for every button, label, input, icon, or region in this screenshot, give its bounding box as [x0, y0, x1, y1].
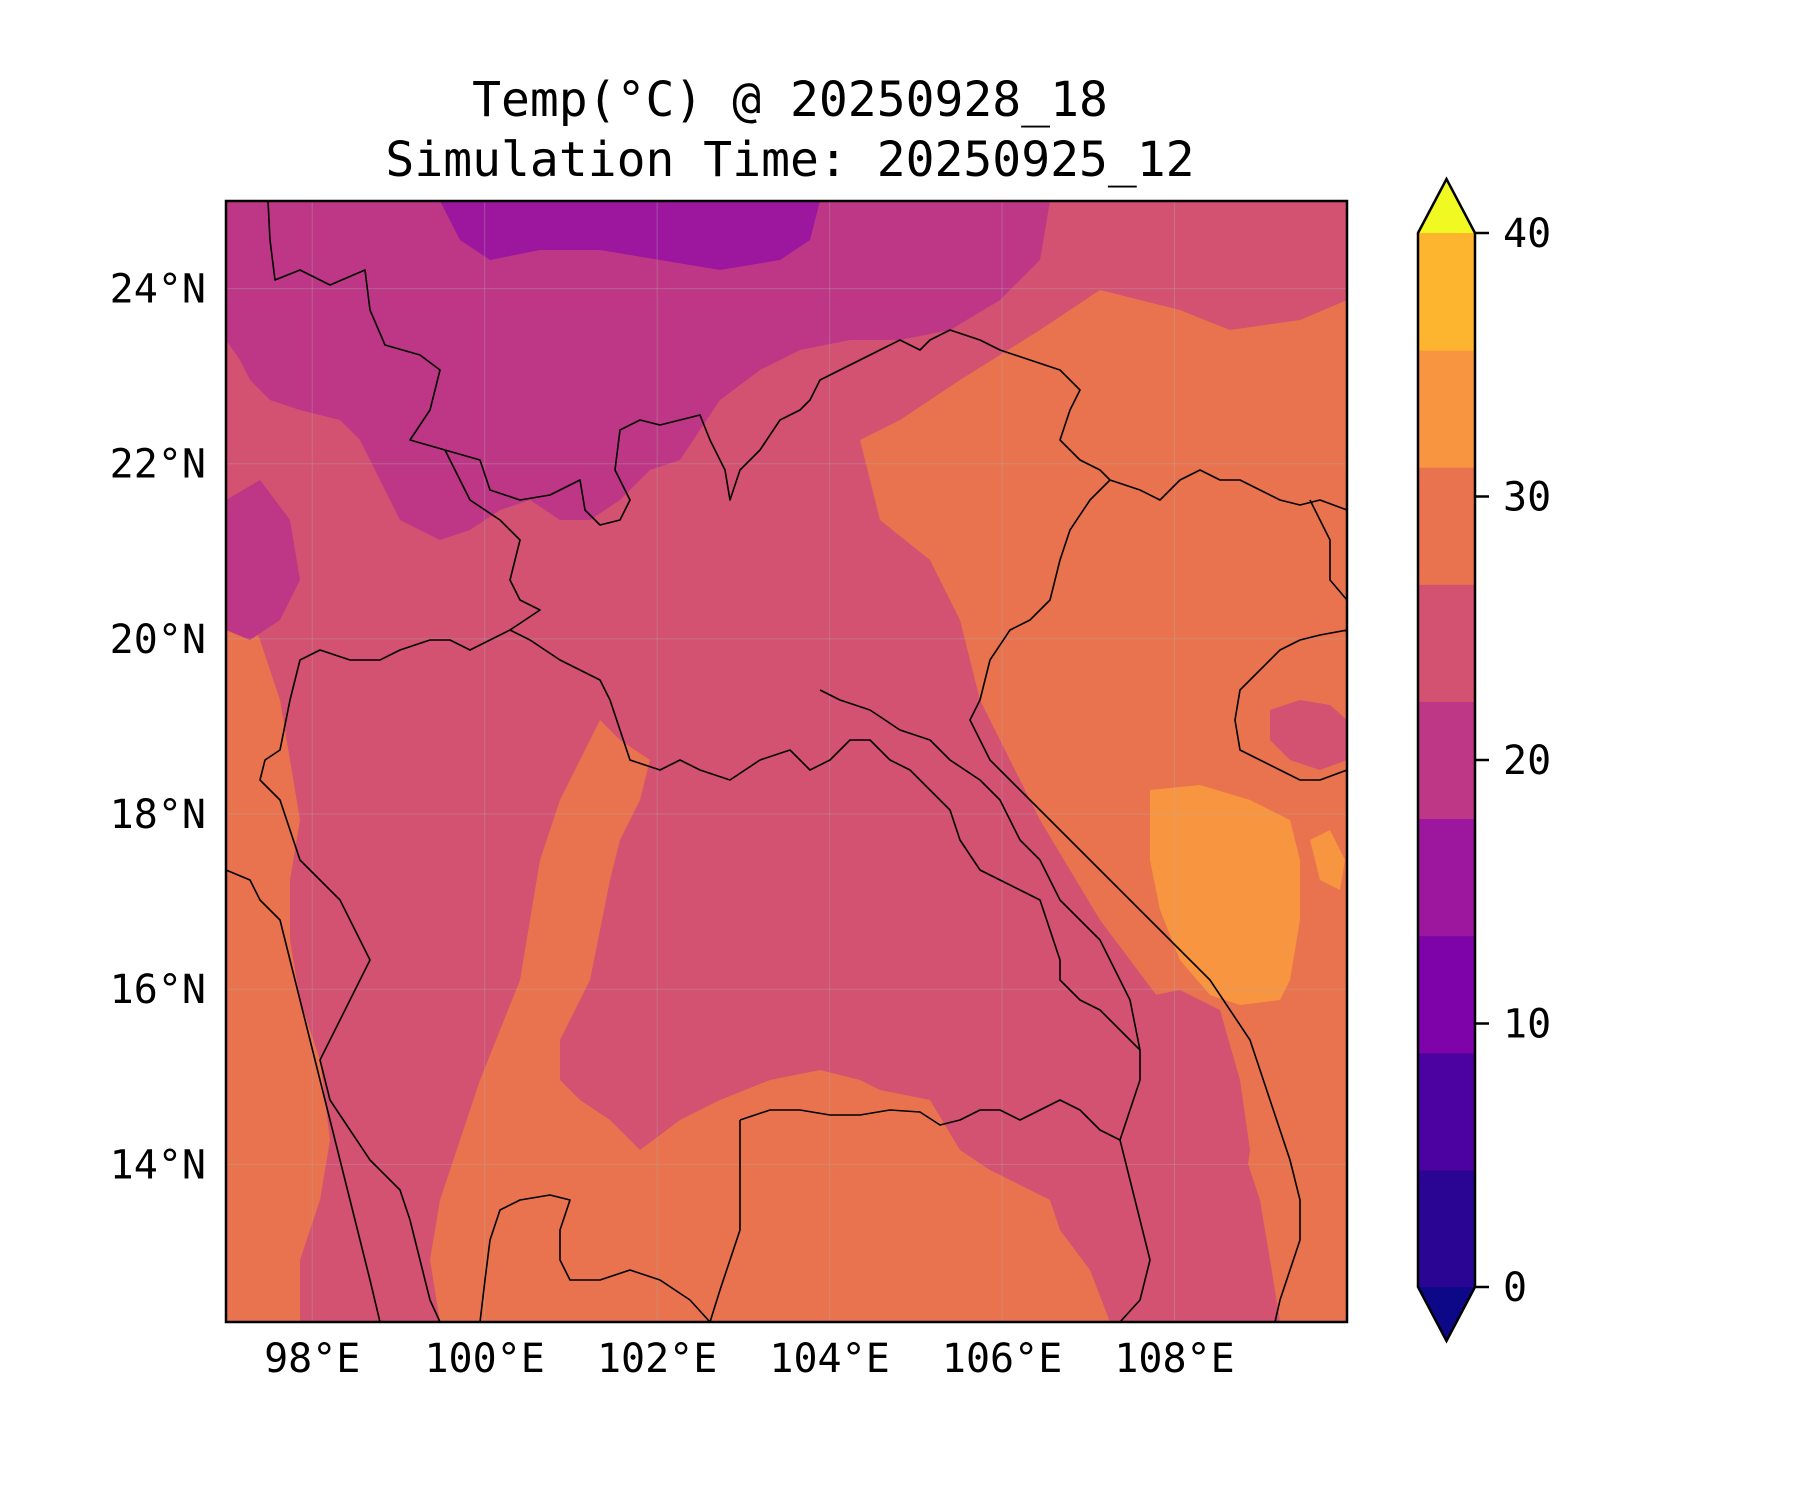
vietnam-coast-north — [1109, 469, 1347, 511]
field-30-35-offshore — [1150, 785, 1300, 1005]
colorbar: 40 30 20 10 0 — [1416, 176, 1551, 1344]
y-tick-label: 22°N — [110, 442, 206, 488]
colorbar-segment — [1418, 818, 1475, 937]
field-10-15 — [440, 201, 820, 270]
cambodia-coast — [709, 1120, 741, 1322]
y-tick-label: 16°N — [110, 967, 206, 1013]
colorbar-tick-label: 20 — [1503, 738, 1551, 784]
china-border — [267, 201, 1111, 526]
colorbar-tick-label: 0 — [1503, 1265, 1527, 1311]
map-frame — [224, 199, 1349, 1324]
y-axis: 24°N 22°N 20°N 18°N 16°N 14°N — [110, 267, 206, 1189]
x-tick-label: 98°E — [264, 1336, 360, 1382]
field-20-25-east-coast — [1130, 990, 1250, 1322]
y-tick-label: 24°N — [110, 267, 206, 313]
cambodia-vietnam-border — [1119, 1139, 1151, 1322]
colorbar-extend-min — [1418, 1287, 1475, 1341]
x-tick-label: 106°E — [942, 1336, 1062, 1382]
map-title: Temp(°C) @ 20250928_18 — [472, 72, 1108, 128]
colorbar-segment — [1418, 935, 1475, 1054]
vietnam-coast — [969, 479, 1301, 1322]
x-tick-label: 102°E — [597, 1336, 717, 1382]
thailand-laos-border — [509, 629, 1141, 1051]
x-tick-label: 104°E — [769, 1336, 889, 1382]
hainan-coast — [1234, 629, 1347, 781]
field-20-25-hainan — [1270, 700, 1347, 770]
colorbar-segment — [1418, 1052, 1475, 1171]
colorbar-segment — [1418, 350, 1475, 468]
colorbar-segment — [1418, 701, 1475, 820]
thailand-cambodia-border — [739, 1099, 1121, 1141]
laos-vietnam-border — [819, 689, 1141, 1141]
colorbar-segment — [1418, 1169, 1475, 1288]
x-tick-label: 108°E — [1114, 1336, 1234, 1382]
gridlines — [226, 201, 1347, 1322]
y-tick-label: 20°N — [110, 617, 206, 663]
y-tick-label: 14°N — [110, 1142, 206, 1188]
field-15-20 — [226, 201, 1050, 540]
y-tick-label: 18°N — [110, 792, 206, 838]
gulf-of-thailand-coast — [479, 1194, 711, 1322]
colorbar-segment — [1418, 233, 1475, 351]
colorbar-tick-label: 40 — [1503, 211, 1551, 257]
x-axis: 98°E 100°E 102°E 104°E 106°E 108°E — [264, 1336, 1235, 1382]
colorbar-segment — [1418, 584, 1475, 702]
field-30-35-offshore-2 — [1310, 830, 1345, 890]
colorbar-extend-max — [1418, 179, 1475, 233]
colorbar-tick-label: 30 — [1503, 475, 1551, 521]
simulation-time-subtitle: Simulation Time: 20250925_12 — [385, 132, 1195, 188]
x-tick-label: 100°E — [424, 1336, 544, 1382]
leizhou-coast — [1309, 499, 1347, 601]
field-15-20-west — [226, 480, 300, 640]
temperature-field — [226, 201, 1347, 1322]
malay-peninsula-west — [226, 869, 381, 1322]
myanmar-thailand-border — [259, 449, 541, 1322]
coastlines-and-borders — [226, 201, 1347, 1322]
colorbar-segment — [1418, 467, 1475, 585]
colorbar-tick-label: 10 — [1503, 1002, 1551, 1048]
